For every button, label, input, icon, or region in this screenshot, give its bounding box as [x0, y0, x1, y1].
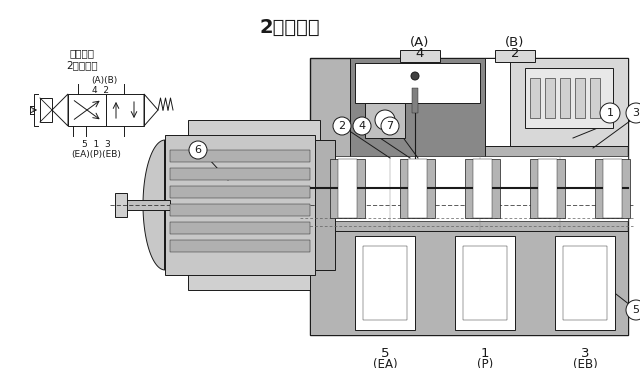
Text: 图形符号: 图形符号: [70, 48, 95, 58]
Bar: [530, 78, 540, 118]
Bar: [315, 140, 335, 270]
Bar: [170, 222, 310, 234]
Bar: [465, 159, 500, 218]
Bar: [455, 236, 515, 330]
Bar: [355, 63, 480, 103]
Text: 3: 3: [580, 347, 589, 360]
Bar: [125, 200, 170, 210]
Bar: [115, 193, 127, 217]
Bar: [330, 159, 365, 218]
Bar: [412, 88, 418, 113]
Circle shape: [333, 117, 351, 135]
Bar: [355, 236, 415, 330]
Bar: [365, 103, 405, 138]
Text: 4: 4: [358, 121, 365, 131]
Circle shape: [189, 141, 207, 159]
Bar: [170, 240, 310, 252]
Text: 3: 3: [632, 108, 639, 118]
Text: 1: 1: [607, 108, 614, 118]
Text: (A): (A): [410, 36, 429, 49]
Text: 2位单电控: 2位单电控: [260, 18, 320, 37]
Text: 5  1  3: 5 1 3: [82, 140, 110, 149]
Text: 4: 4: [416, 47, 424, 60]
Bar: [40, 98, 52, 122]
Text: (EA)(P)(EB): (EA)(P)(EB): [71, 150, 121, 159]
Circle shape: [600, 103, 620, 123]
Bar: [563, 246, 607, 320]
Bar: [473, 159, 492, 218]
Bar: [408, 159, 427, 218]
Bar: [575, 78, 585, 118]
Bar: [310, 156, 628, 221]
Bar: [106, 94, 144, 126]
Polygon shape: [143, 140, 165, 270]
Text: 5: 5: [632, 305, 639, 315]
Text: (P): (P): [477, 358, 493, 368]
Bar: [603, 159, 622, 218]
Circle shape: [375, 110, 395, 130]
Text: 2: 2: [339, 121, 346, 131]
Bar: [170, 204, 310, 216]
Circle shape: [626, 300, 640, 320]
Circle shape: [411, 72, 419, 80]
Bar: [530, 159, 565, 218]
Bar: [363, 246, 407, 320]
Bar: [560, 78, 570, 118]
Text: 7: 7: [387, 121, 394, 131]
Circle shape: [381, 117, 399, 135]
Bar: [68, 94, 106, 126]
Bar: [350, 58, 485, 186]
Bar: [400, 50, 440, 62]
Bar: [595, 159, 630, 218]
Text: 2: 2: [511, 47, 519, 60]
Circle shape: [353, 117, 371, 135]
Text: (A)(B): (A)(B): [91, 76, 117, 85]
Text: 4  2: 4 2: [92, 86, 109, 95]
Text: 6: 6: [195, 145, 202, 155]
Bar: [338, 159, 357, 218]
Text: (EA): (EA): [372, 358, 397, 368]
Bar: [590, 78, 600, 118]
Bar: [170, 186, 310, 198]
Bar: [545, 78, 555, 118]
Text: (B): (B): [506, 36, 525, 49]
Bar: [310, 58, 628, 335]
Bar: [525, 68, 613, 128]
Text: (EB): (EB): [573, 358, 597, 368]
Bar: [555, 236, 615, 330]
Bar: [400, 159, 435, 218]
Bar: [350, 58, 628, 146]
Bar: [188, 120, 320, 290]
Bar: [510, 58, 628, 146]
Bar: [463, 246, 507, 320]
Bar: [170, 168, 310, 180]
Text: 1: 1: [481, 347, 489, 360]
Bar: [165, 135, 315, 275]
Circle shape: [626, 103, 640, 123]
Bar: [310, 231, 628, 335]
Bar: [495, 50, 535, 62]
Bar: [538, 159, 557, 218]
Text: 5: 5: [381, 347, 389, 360]
Bar: [170, 150, 310, 162]
Text: 2位单电控: 2位单电控: [66, 60, 98, 70]
